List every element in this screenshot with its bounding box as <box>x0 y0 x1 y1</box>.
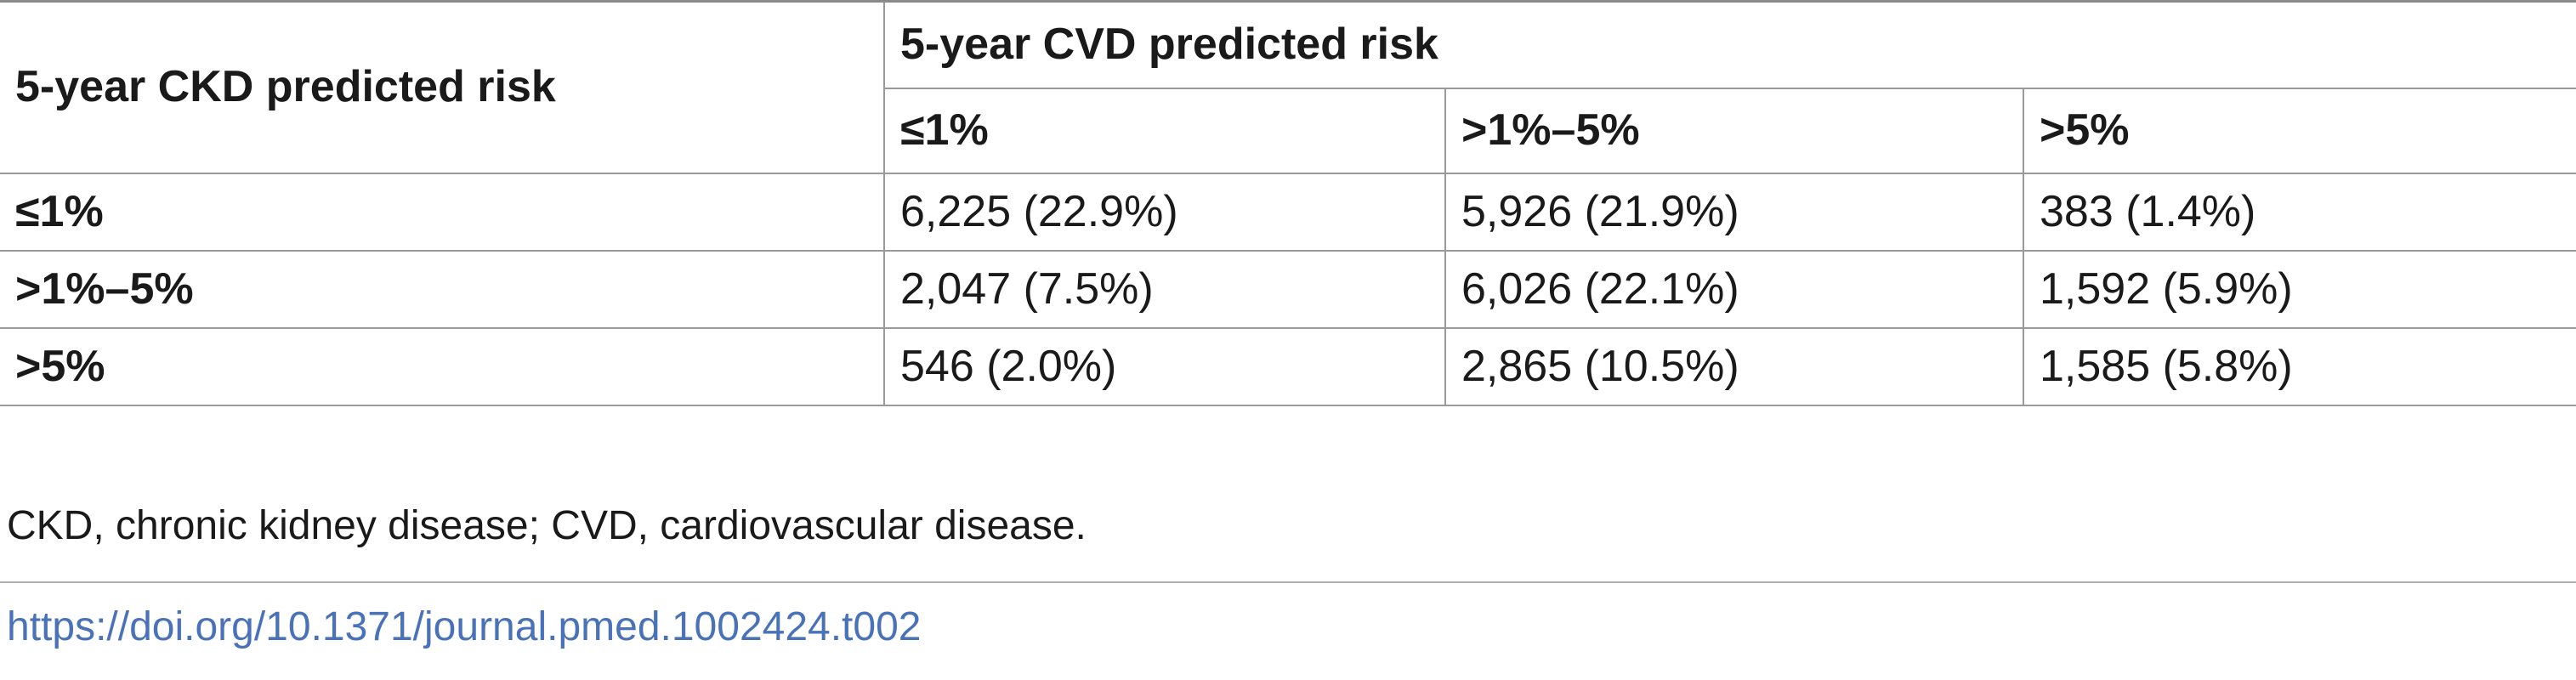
table-cell: 546 (2.0%) <box>883 328 1445 406</box>
table-cell: 5,926 (21.9%) <box>1444 173 2023 252</box>
table-cell: 383 (1.4%) <box>2023 173 2576 252</box>
table-cell: 6,225 (22.9%) <box>883 173 1445 252</box>
table-footnote: CKD, chronic kidney disease; CVD, cardio… <box>0 469 2576 583</box>
doi-link[interactable]: https://doi.org/10.1371/journal.pmed.100… <box>7 604 922 649</box>
table-row: ≤1% 6,225 (22.9%) 5,926 (21.9%) 383 (1.4… <box>0 173 2576 252</box>
table-row: >1%–5% 2,047 (7.5%) 6,026 (22.1%) 1,592 … <box>0 251 2576 329</box>
row-header-ckd: 5-year CKD predicted risk <box>0 1 884 174</box>
column-header-1: ≤1% <box>883 88 1445 174</box>
column-header-2: >1%–5% <box>1444 88 2023 174</box>
table-cell: 2,865 (10.5%) <box>1444 328 2023 406</box>
row-label: >5% <box>0 328 884 406</box>
table-cell: 2,047 (7.5%) <box>883 251 1445 329</box>
table-row: >5% 546 (2.0%) 2,865 (10.5%) 1,585 (5.8%… <box>0 328 2576 406</box>
table-cell: 6,026 (22.1%) <box>1444 251 2023 329</box>
table-cell: 1,592 (5.9%) <box>2023 251 2576 329</box>
row-label: ≤1% <box>0 173 884 252</box>
table-cell: 1,585 (5.8%) <box>2023 328 2576 406</box>
risk-crosstab-table: 5-year CKD predicted risk 5-year CVD pre… <box>0 1 2576 406</box>
risk-table-container: 5-year CKD predicted risk 5-year CVD pre… <box>0 1 2576 406</box>
column-header-3: >5% <box>2023 88 2576 174</box>
row-label: >1%–5% <box>0 251 884 329</box>
group-header-cvd: 5-year CVD predicted risk <box>883 1 2576 89</box>
